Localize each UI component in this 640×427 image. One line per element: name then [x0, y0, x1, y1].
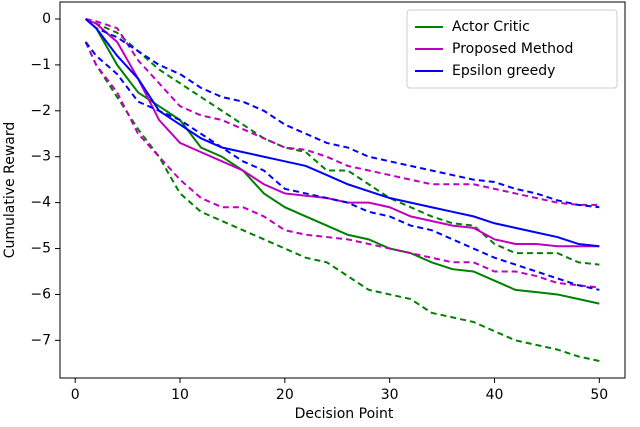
x-tick-label: 50: [590, 387, 608, 403]
lower-bound-line: [84, 41, 600, 291]
x-tick-label: 0: [71, 387, 80, 403]
y-tick-label: −3: [30, 149, 51, 165]
y-tick-label: −2: [30, 103, 51, 119]
y-axis-label: Cumulative Reward: [2, 122, 18, 259]
x-tick-label: 30: [381, 387, 399, 403]
plot-frame: [59, 1, 626, 379]
legend-label: Epsilon greedy: [452, 63, 555, 79]
upper-bound-line: [85, 18, 600, 206]
lower-bound-line: [84, 41, 600, 362]
legend-box: [406, 9, 618, 89]
mean-line: [85, 18, 600, 248]
x-tick-label: 20: [276, 387, 294, 403]
y-tick-label: 0: [42, 11, 51, 27]
y-tick-label: −6: [30, 286, 51, 302]
x-axis-label: Decision Point: [295, 406, 394, 422]
upper-bound-line: [85, 18, 600, 209]
legend-label: Proposed Method: [452, 41, 573, 57]
legend-label: Actor Critic: [452, 19, 530, 35]
x-tick-label: 10: [171, 387, 189, 403]
y-tick-label: −4: [30, 195, 51, 211]
y-tick-label: −1: [30, 57, 51, 73]
y-tick-label: −5: [30, 241, 51, 257]
y-tick-label: −7: [30, 332, 51, 348]
x-tick-label: 40: [486, 387, 504, 403]
mean-line: [85, 18, 600, 305]
upper-bound-line: [85, 18, 600, 266]
lower-bound-line: [84, 41, 600, 289]
